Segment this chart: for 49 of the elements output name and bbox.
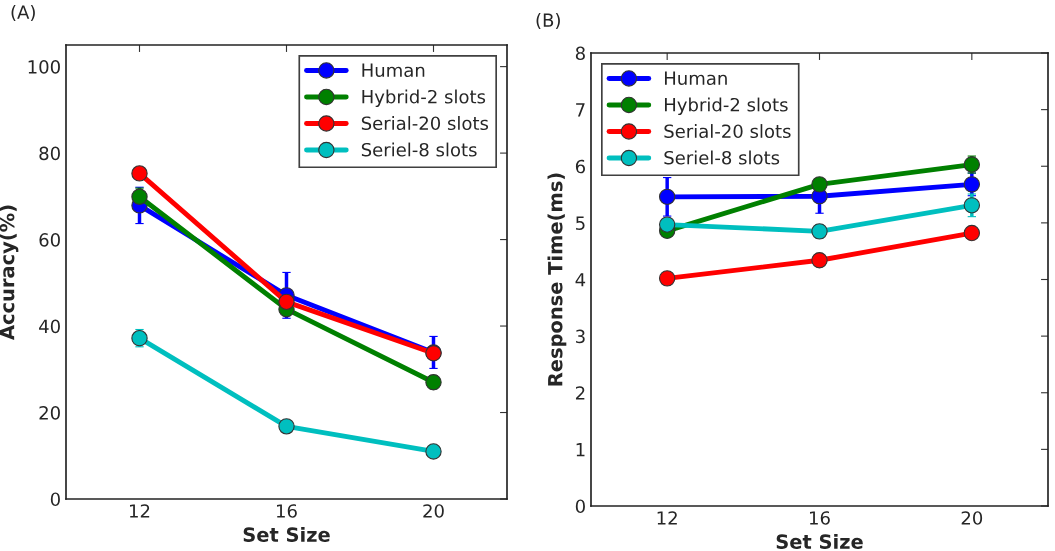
point bbox=[963, 156, 981, 173]
legend-label: Seriel-8 slots bbox=[664, 150, 780, 165]
y-tick-label: 0 bbox=[575, 499, 585, 514]
y-tick-label: 4 bbox=[575, 273, 586, 287]
point bbox=[963, 197, 981, 214]
text: (B) bbox=[536, 13, 560, 30]
y-tick-label: 100 bbox=[28, 60, 60, 74]
y-tick-label: 5 bbox=[576, 216, 585, 230]
y-tick-label: 20 bbox=[39, 405, 60, 420]
point bbox=[811, 252, 828, 269]
x-axis-title: Set Size bbox=[776, 533, 863, 549]
y-tick-label: 1 bbox=[576, 443, 585, 457]
point bbox=[658, 188, 676, 206]
point bbox=[278, 293, 295, 311]
x-axis-title: Set Size bbox=[243, 526, 330, 542]
y-tick-label: 40 bbox=[39, 319, 60, 334]
y-tick-label: 2 bbox=[575, 386, 585, 400]
point bbox=[658, 270, 676, 287]
y-tick-label: 3 bbox=[576, 329, 585, 344]
x-tick-label: 16 bbox=[277, 504, 297, 518]
y-tick-label: 80 bbox=[39, 146, 60, 161]
text: (A) bbox=[11, 5, 35, 22]
x-tick-label: 12 bbox=[657, 511, 677, 525]
legend-label: Human bbox=[664, 71, 727, 86]
x-tick-label: 20 bbox=[961, 511, 983, 525]
y-tick-label: 7 bbox=[576, 103, 585, 117]
x-tick-label: 12 bbox=[130, 504, 150, 518]
point bbox=[963, 224, 981, 242]
y-tick-label: 6 bbox=[575, 159, 585, 174]
point bbox=[658, 216, 676, 233]
legend-label: Serial-20 slots bbox=[361, 116, 489, 131]
legend-label: Serial-20 slots bbox=[664, 124, 791, 139]
y-tick-label: 0 bbox=[50, 492, 60, 507]
legend-label: Seriel-8 slots bbox=[361, 142, 477, 157]
point bbox=[131, 165, 148, 182]
legend-label: Hybrid-2 slots bbox=[362, 89, 486, 108]
legend-label: Hybrid-2 slots bbox=[664, 97, 788, 116]
x-tick-label: 16 bbox=[810, 511, 830, 525]
y-axis-title: Accuracy(%) bbox=[0, 205, 19, 340]
point bbox=[425, 443, 442, 460]
point bbox=[811, 176, 828, 193]
y-tick-label: 8 bbox=[575, 46, 585, 61]
point bbox=[963, 176, 981, 193]
point bbox=[425, 374, 442, 391]
x-tick-label: 20 bbox=[423, 504, 444, 518]
y-axis-title: Response Time(ms) bbox=[547, 173, 567, 386]
y-tick-label: 60 bbox=[39, 233, 60, 247]
legend-label: Human bbox=[362, 63, 425, 78]
point bbox=[278, 418, 295, 435]
